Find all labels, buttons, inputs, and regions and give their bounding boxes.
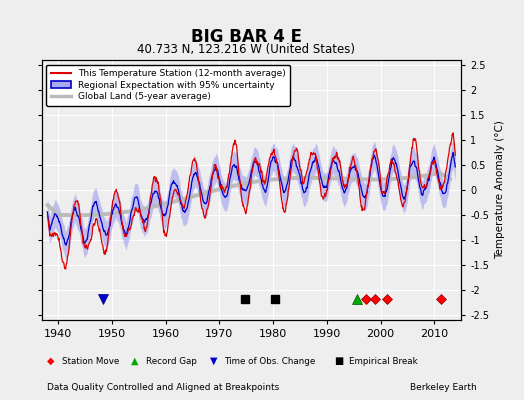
Text: Empirical Break: Empirical Break bbox=[349, 357, 418, 366]
Text: Time of Obs. Change: Time of Obs. Change bbox=[224, 357, 315, 366]
Y-axis label: Temperature Anomaly (°C): Temperature Anomaly (°C) bbox=[495, 120, 505, 260]
Text: ▼: ▼ bbox=[210, 356, 217, 366]
Text: Berkeley Earth: Berkeley Earth bbox=[410, 383, 477, 392]
Text: ◆: ◆ bbox=[47, 356, 54, 366]
Text: Station Move: Station Move bbox=[62, 357, 119, 366]
Text: BIG BAR 4 E: BIG BAR 4 E bbox=[191, 28, 302, 46]
Text: Record Gap: Record Gap bbox=[146, 357, 196, 366]
Text: 40.733 N, 123.216 W (United States): 40.733 N, 123.216 W (United States) bbox=[137, 43, 355, 56]
Text: Data Quality Controlled and Aligned at Breakpoints: Data Quality Controlled and Aligned at B… bbox=[47, 383, 279, 392]
Text: ▲: ▲ bbox=[131, 356, 138, 366]
Legend: This Temperature Station (12-month average), Regional Expectation with 95% uncer: This Temperature Station (12-month avera… bbox=[47, 64, 290, 106]
Text: ■: ■ bbox=[334, 356, 344, 366]
